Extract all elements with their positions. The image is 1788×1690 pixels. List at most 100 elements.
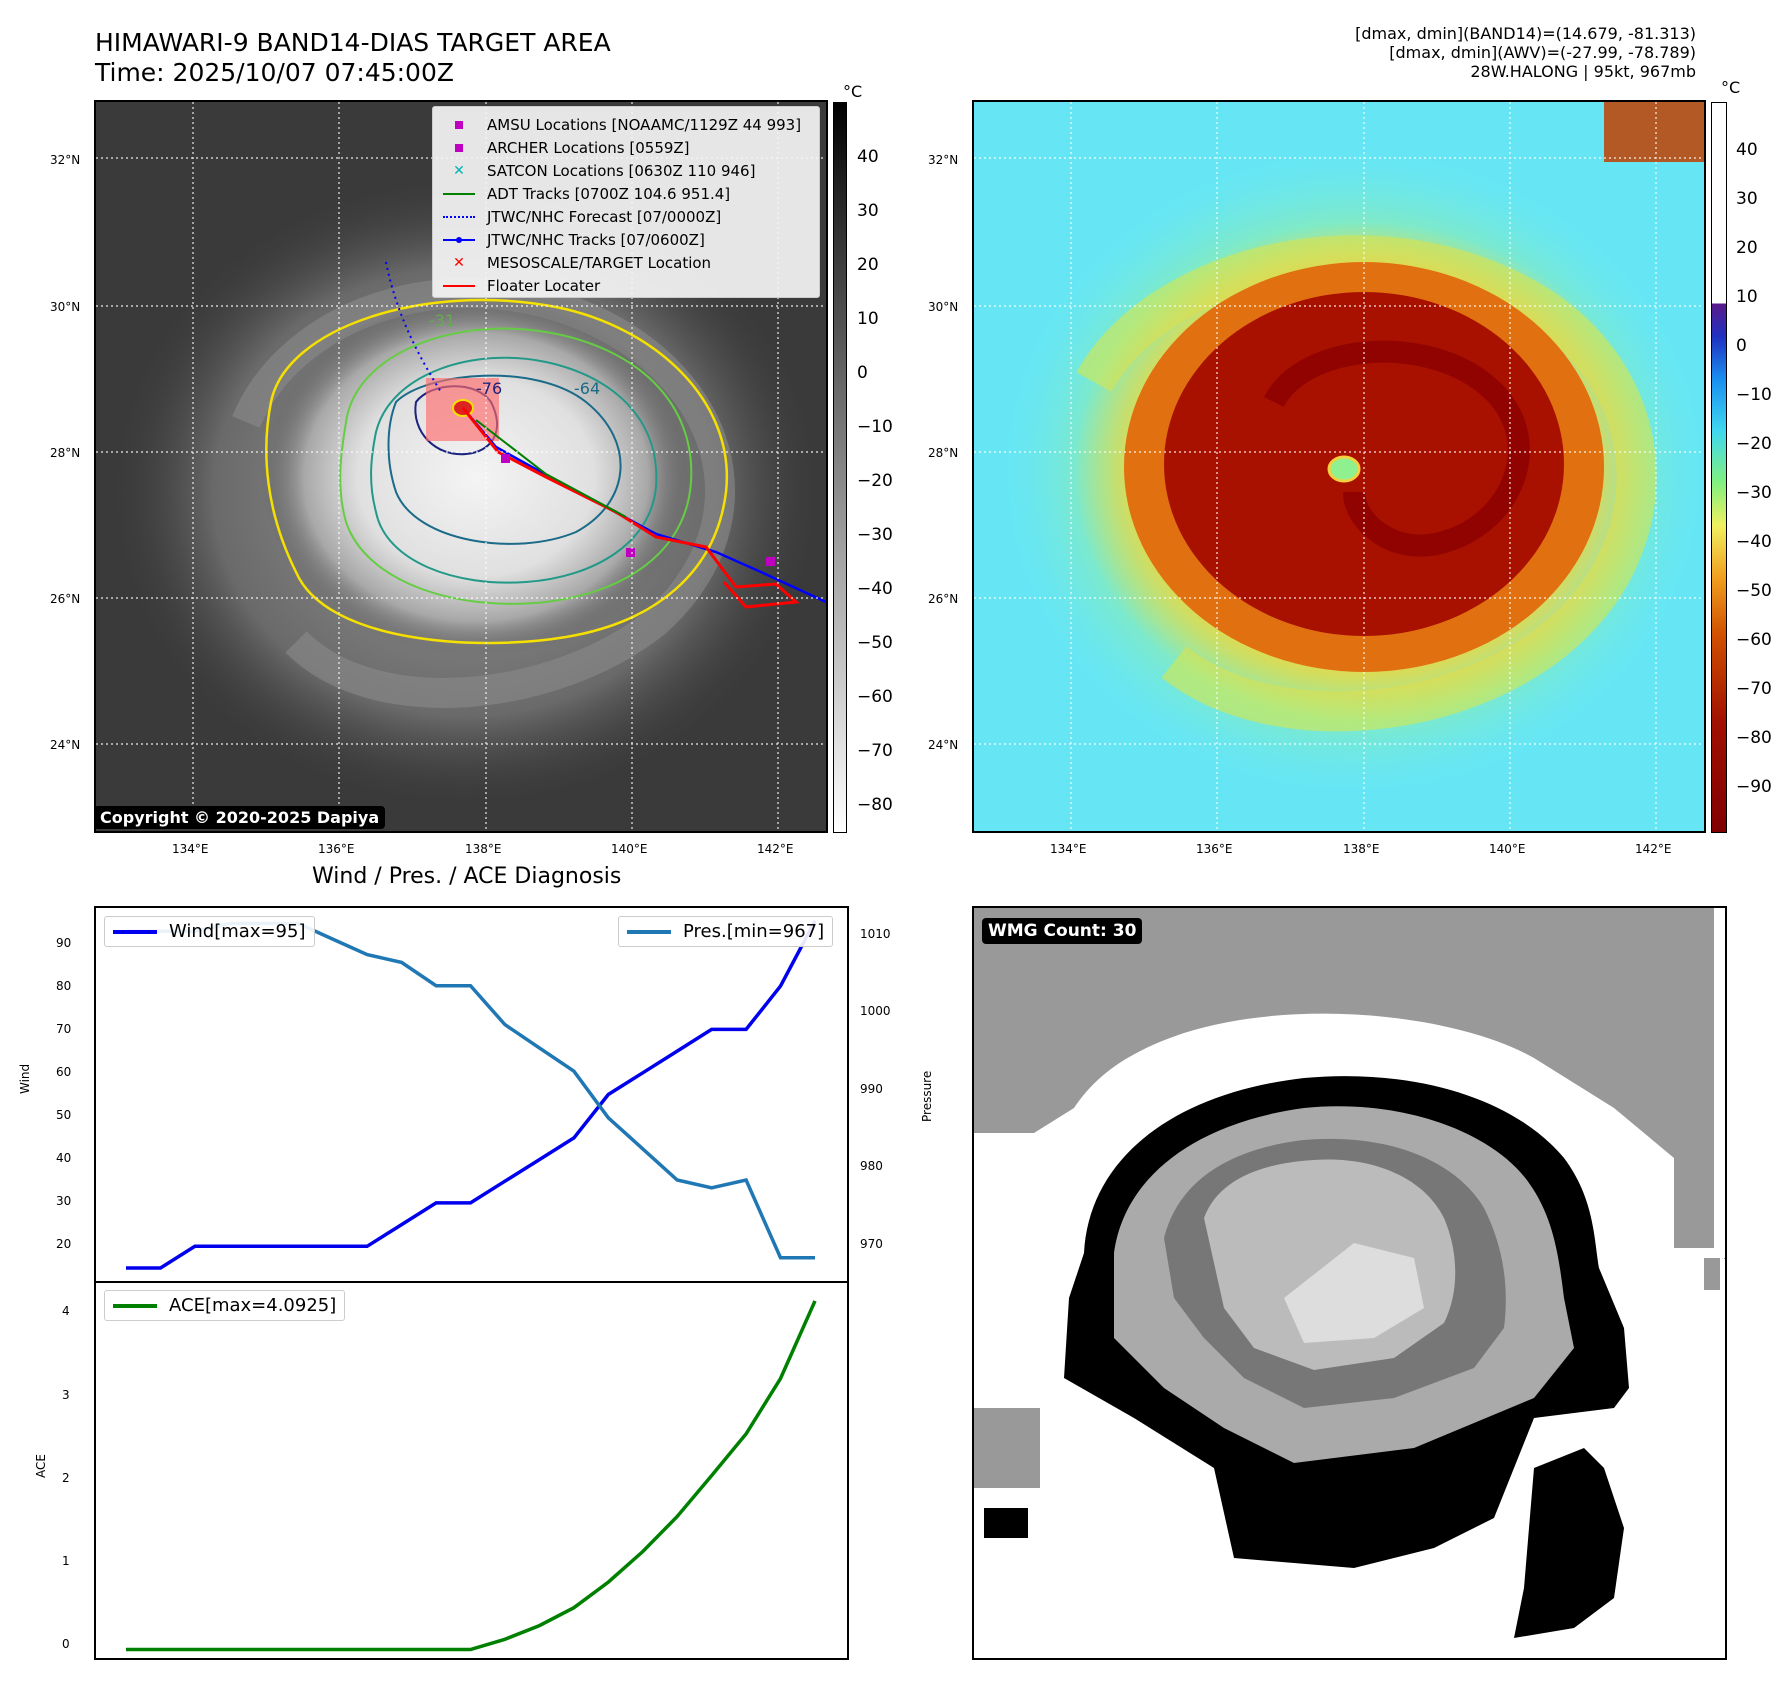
lat-label: 26°N (50, 592, 81, 606)
lon-label: 138°E (465, 842, 502, 856)
legend-adt: ADT Tracks [0700Z 104.6 951.4] (441, 182, 811, 205)
cb-gray-tick: 40 (857, 147, 879, 167)
pressure-tick: 1000 (860, 1004, 891, 1018)
cb-gray-tick: 30 (857, 201, 879, 221)
lon-label: 138°E (1343, 842, 1380, 856)
cb-color-tick: −60 (1736, 630, 1772, 650)
wind-tick: 30 (56, 1194, 72, 1208)
wmg-pixel (1724, 1258, 1725, 1259)
map-legend: AMSU Locations [NOAAMC/1129Z 44 993] ARC… (432, 106, 820, 298)
wmg-count-badge: WMG Count: 30 (982, 918, 1143, 944)
ace-series-line (126, 1300, 817, 1652)
stats-awv: [dmax, dmin](AWV)=(-27.99, -78.789) (1389, 43, 1696, 62)
wind-tick: 80 (56, 979, 72, 993)
cb-color-tick: −40 (1736, 532, 1772, 552)
contour-teal (370, 356, 658, 584)
lat-label: 28°N (50, 446, 81, 460)
pressure-series-line (126, 921, 815, 1260)
cb-color-tick: 40 (1736, 140, 1758, 160)
wind-tick: 90 (56, 936, 72, 950)
lat-label: 30°N (50, 300, 81, 314)
pressure-tick: 970 (860, 1237, 883, 1251)
wmg-pixel (984, 1508, 1028, 1538)
dotted-line-icon (441, 210, 477, 224)
wmg-light-core (1284, 1243, 1424, 1343)
wind-tick: 70 (56, 1022, 72, 1036)
adt-track (475, 419, 627, 518)
pressure-tick: 980 (860, 1159, 883, 1173)
wmg-outer-gray (974, 908, 1714, 1248)
wind-series-line (126, 920, 817, 1270)
figure-time: Time: 2025/10/07 07:45:00Z (95, 58, 454, 87)
colorbar-gray-unit: °C (843, 82, 863, 101)
colorbar-color-unit: °C (1721, 78, 1741, 97)
contour-green (339, 327, 693, 605)
x-mark-icon: ✕ (453, 254, 465, 271)
ace-tick: 1 (62, 1554, 70, 1568)
line-icon (441, 187, 477, 201)
cb-color-tick: 10 (1736, 287, 1758, 307)
cb-color-tick: −70 (1736, 679, 1772, 699)
dot-line-icon (441, 233, 477, 247)
lon-label: 136°E (1196, 842, 1233, 856)
wind-tick: 40 (56, 1151, 72, 1165)
x-mark-icon: ✕ (453, 162, 465, 179)
ace-chart (94, 1281, 849, 1660)
wind-tick: 20 (56, 1237, 72, 1251)
lat-label: 28°N (928, 446, 959, 460)
stats-storm: 28W.HALONG | 95kt, 967mb (1470, 62, 1696, 81)
ace-tick: 3 (62, 1388, 70, 1402)
legend-floater: Floater Locater (441, 274, 811, 297)
square-icon (441, 141, 477, 155)
cb-color-tick: −20 (1736, 434, 1772, 454)
contour-label-64: -64 (574, 379, 600, 398)
cb-gray-tick: −40 (857, 579, 893, 599)
wind-pressure-svg (126, 920, 817, 1270)
cb-gray-tick: −30 (857, 525, 893, 545)
cb-color-tick: 0 (1736, 336, 1747, 356)
cb-gray-tick: −70 (857, 741, 893, 761)
ace-axis-label: ACE (34, 1454, 48, 1478)
floater-track (461, 407, 800, 609)
archer-marker (626, 548, 635, 557)
lat-label: 30°N (928, 300, 959, 314)
lon-label: 140°E (1489, 842, 1526, 856)
ir-color-map (972, 100, 1706, 833)
lon-label: 136°E (318, 842, 355, 856)
ace-tick: 2 (62, 1471, 70, 1485)
ace-line-icon (113, 1303, 157, 1308)
contour-yellow (265, 298, 729, 645)
cb-gray-tick: −80 (857, 795, 893, 815)
cb-gray-tick: −20 (857, 471, 893, 491)
wmg-pixel (974, 1408, 1040, 1488)
wind-pressure-chart (94, 906, 849, 1283)
cb-gray-tick: −60 (857, 687, 893, 707)
lon-label: 134°E (1050, 842, 1087, 856)
pressure-line-icon (627, 929, 671, 934)
line-icon (441, 279, 477, 293)
wmg-svg (974, 908, 1725, 1638)
pressure-axis-label: Pressure (920, 1070, 934, 1122)
ace-tick: 0 (62, 1637, 70, 1651)
map-grid (974, 102, 1704, 831)
lat-label: 32°N (50, 153, 81, 167)
pressure-legend: Pres.[min=967] (618, 916, 834, 947)
contour-label-31: -31 (429, 311, 455, 330)
lon-label: 142°E (757, 842, 794, 856)
storm-eye (1327, 455, 1361, 483)
ace-tick: 4 (62, 1304, 70, 1318)
diagnosis-title: Wind / Pres. / ACE Diagnosis (312, 864, 622, 889)
stats-band14: [dmax, dmin](BAND14)=(14.679, -81.313) (1355, 24, 1696, 43)
ir-color-map-svg (974, 102, 1704, 831)
pressure-tick: 990 (860, 1082, 883, 1096)
cb-gray-tick: −50 (857, 633, 893, 653)
lon-label: 134°E (172, 842, 209, 856)
archer-marker-2 (766, 557, 775, 566)
wind-tick: 50 (56, 1108, 72, 1122)
cb-color-tick: 20 (1736, 238, 1758, 258)
cb-color-tick: −30 (1736, 483, 1772, 503)
cb-color-tick: −80 (1736, 728, 1772, 748)
stats-block: [dmax, dmin](BAND14)=(14.679, -81.313) [… (1355, 24, 1696, 81)
lat-label: 32°N (928, 153, 959, 167)
pressure-tick: 1010 (860, 927, 891, 941)
